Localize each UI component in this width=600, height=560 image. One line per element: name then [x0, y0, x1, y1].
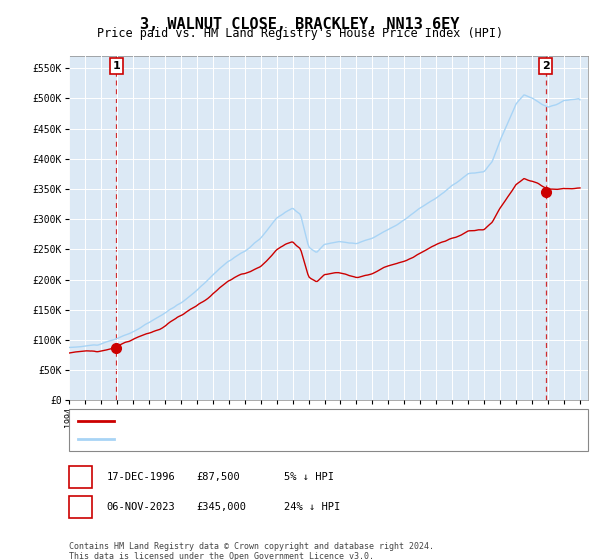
Text: £345,000: £345,000 [197, 502, 247, 512]
Text: Contains HM Land Registry data © Crown copyright and database right 2024.
This d: Contains HM Land Registry data © Crown c… [69, 542, 434, 560]
Text: 3, WALNUT CLOSE, BRACKLEY, NN13 6EY: 3, WALNUT CLOSE, BRACKLEY, NN13 6EY [140, 17, 460, 32]
Text: 2: 2 [77, 502, 84, 512]
Text: 1: 1 [112, 61, 120, 71]
Text: £87,500: £87,500 [197, 472, 241, 482]
Text: 17-DEC-1996: 17-DEC-1996 [107, 472, 176, 482]
Text: 2: 2 [542, 61, 550, 71]
Bar [69, 56, 588, 400]
Text: Price paid vs. HM Land Registry's House Price Index (HPI): Price paid vs. HM Land Registry's House … [97, 27, 503, 40]
Text: 5% ↓ HPI: 5% ↓ HPI [284, 472, 334, 482]
Bar [69, 56, 588, 400]
Text: HPI: Average price, detached house, West Northamptonshire: HPI: Average price, detached house, West… [120, 434, 455, 444]
Text: 06-NOV-2023: 06-NOV-2023 [107, 502, 176, 512]
Text: 1: 1 [77, 472, 84, 482]
Text: 24% ↓ HPI: 24% ↓ HPI [284, 502, 340, 512]
Text: 3, WALNUT CLOSE, BRACKLEY, NN13 6EY (detached house): 3, WALNUT CLOSE, BRACKLEY, NN13 6EY (det… [120, 416, 425, 426]
